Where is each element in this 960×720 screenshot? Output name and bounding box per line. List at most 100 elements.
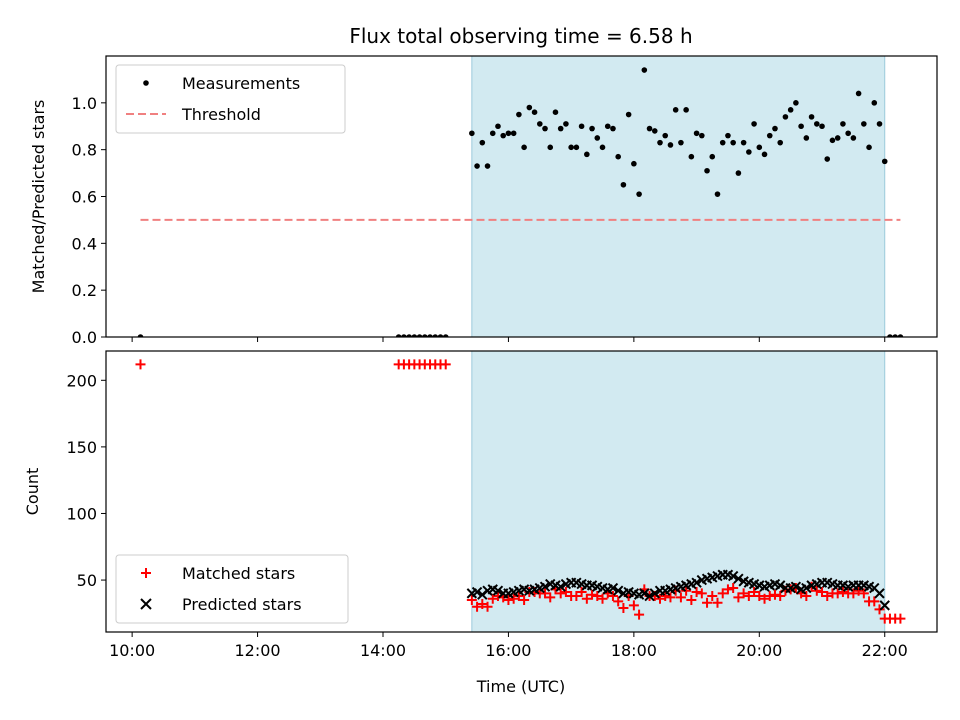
- matched-star-point: [681, 585, 692, 596]
- measurement-point: [766, 132, 773, 139]
- predicted-star-point: [775, 580, 786, 591]
- matched-star-point: [759, 593, 770, 604]
- measurement-point: [516, 111, 522, 118]
- measurement-point: [772, 125, 778, 132]
- legend-matched-marker: [141, 568, 151, 578]
- measurement-point: [557, 125, 564, 132]
- measurement-point: [422, 334, 428, 337]
- measurement-point: [876, 121, 883, 127]
- matched-star-point: [728, 583, 739, 594]
- measurement-point: [892, 334, 898, 337]
- predicted-star-point: [644, 590, 655, 602]
- matched-star-point: [503, 595, 514, 606]
- measurement-point: [782, 114, 789, 120]
- matched-star-point: [858, 588, 869, 599]
- ratio-panel: 0.0 0.2 0.4 0.6 0.8 1.0 Matched/Predicted star…: [29, 55, 938, 347]
- measurement-point: [568, 144, 574, 151]
- predicted-star-point: [471, 586, 483, 598]
- matched-star-point: [696, 588, 707, 599]
- matched-star-point: [769, 589, 780, 600]
- measurement-point: [401, 334, 407, 337]
- measurement-point: [704, 167, 710, 174]
- measurement-point: [510, 130, 517, 137]
- legend-measurement-marker: [143, 80, 149, 86]
- x-tick-label: 14:00: [360, 641, 406, 660]
- ratio-y-tick-label: 0.6: [72, 188, 97, 207]
- measurement-point: [714, 191, 721, 197]
- measurement-point: [489, 130, 496, 137]
- predicted-star-point: [879, 600, 890, 611]
- chart-title: Flux total observing time = 6.58 h: [349, 24, 692, 48]
- matched-star-point: [874, 604, 885, 615]
- measurement-point: [751, 121, 757, 127]
- measurement-point: [416, 334, 423, 337]
- predicted-star-point: [790, 581, 802, 592]
- measurement-point: [824, 156, 831, 162]
- ratio-y-axis-title: Matched/Predicted stars: [29, 100, 48, 294]
- matched-star-point: [869, 596, 880, 607]
- matched-star-point: [587, 589, 598, 600]
- measurement-point: [845, 130, 851, 137]
- matched-star-point: [545, 592, 556, 603]
- predicted-star-point: [801, 582, 812, 594]
- x-tick-label: 16:00: [485, 641, 531, 660]
- matched-star-point: [660, 591, 671, 602]
- matched-star-point: [519, 595, 530, 606]
- matched-star-point: [560, 587, 571, 598]
- measurement-point: [819, 123, 825, 130]
- x-axis-title: Time (UTC): [476, 677, 565, 696]
- measurement-point: [495, 123, 501, 130]
- measurement-point: [855, 90, 862, 97]
- measurement-point: [866, 144, 872, 151]
- measurement-point: [411, 334, 418, 337]
- measurement-point: [740, 139, 747, 146]
- measurement-point: [793, 100, 799, 106]
- measurement-point: [861, 121, 867, 127]
- predicted-star-point: [607, 582, 619, 594]
- measurement-point: [137, 334, 144, 337]
- measurement-point: [756, 144, 763, 151]
- matched-star-point: [822, 591, 833, 602]
- matched-star-point: [754, 591, 765, 602]
- ratio-y-tick-label: 0.8: [72, 141, 97, 160]
- measurement-point: [521, 144, 527, 151]
- measurement-point: [432, 334, 439, 337]
- measurement-point: [610, 125, 616, 132]
- legend-label: Predicted stars: [182, 595, 302, 614]
- matched-star-point: [440, 359, 451, 370]
- matched-star-point: [665, 592, 676, 603]
- measurement-point: [536, 121, 543, 127]
- matched-star-point: [895, 613, 906, 624]
- predicted-star-point: [492, 585, 504, 596]
- measurement-point: [599, 144, 606, 151]
- measurement-point: [395, 334, 402, 337]
- measurement-point: [427, 334, 433, 337]
- matched-star-point: [733, 592, 744, 603]
- predicted-star-point: [727, 570, 739, 582]
- matched-star-point: [597, 593, 608, 604]
- measurement-point: [813, 121, 820, 127]
- measurement-point: [625, 111, 632, 118]
- measurement-point: [829, 137, 836, 144]
- measurement-point: [406, 334, 412, 337]
- count-y-tick-label: 150: [66, 438, 97, 457]
- measurement-point: [484, 163, 491, 169]
- measurement-point: [584, 151, 590, 158]
- measurement-point: [850, 135, 857, 141]
- count-y-tick-label: 100: [66, 504, 97, 523]
- measurement-point: [730, 139, 736, 146]
- predicted-star-point: [691, 577, 702, 588]
- measurement-point: [871, 100, 878, 106]
- matched-star-point: [487, 593, 498, 604]
- measurement-point: [667, 142, 674, 148]
- measurement-point: [442, 334, 449, 337]
- matched-star-point: [717, 588, 728, 599]
- matched-star-point: [581, 593, 592, 604]
- measurement-point: [573, 144, 580, 151]
- matched-star-point: [482, 601, 493, 612]
- count-y-axis-title: Count: [23, 468, 42, 516]
- ratio-y-tick-label: 1.0: [72, 94, 97, 113]
- predicted-star-point: [639, 588, 650, 599]
- matched-star-point: [775, 591, 786, 602]
